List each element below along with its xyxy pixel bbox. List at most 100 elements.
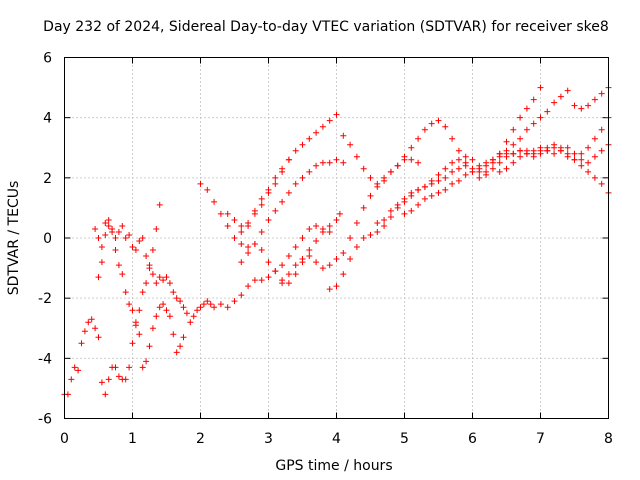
data-point (109, 225, 116, 232)
data-point (449, 159, 456, 166)
data-point (564, 144, 571, 151)
data-point (163, 307, 170, 314)
data-point (319, 228, 326, 235)
data-point (81, 328, 88, 335)
data-point (95, 274, 102, 281)
data-point (149, 271, 156, 278)
data-point (333, 256, 340, 263)
grid (64, 57, 609, 419)
data-point (544, 147, 551, 154)
data-point (428, 192, 435, 199)
data-point (285, 253, 292, 260)
data-point (483, 159, 490, 166)
x-tick-label: 5 (400, 431, 409, 447)
data-point (510, 159, 517, 166)
data-point (163, 274, 170, 281)
x-axis-label: GPS time / hours (275, 458, 392, 474)
data-point (353, 153, 360, 160)
data-point (537, 114, 544, 121)
data-point (143, 253, 150, 260)
data-point (177, 298, 184, 305)
data-point (153, 313, 160, 320)
data-point (306, 225, 313, 232)
data-point (578, 156, 585, 163)
data-point (71, 364, 78, 371)
data-point (85, 319, 92, 326)
data-point (523, 150, 530, 157)
data-point (224, 304, 231, 311)
data-series-12 (496, 141, 612, 175)
data-point (156, 201, 163, 208)
data-point (336, 210, 343, 217)
data-point (146, 343, 153, 350)
data-point (415, 135, 422, 142)
data-point (251, 210, 258, 217)
data-point (292, 180, 299, 187)
data-point (530, 96, 537, 103)
y-tick-labels: -6 -4 -2 0 2 4 6 (38, 51, 52, 428)
data-series-11 (401, 141, 612, 217)
data-point (245, 222, 252, 229)
x-tick-label: 6 (468, 431, 477, 447)
data-point (469, 168, 476, 175)
data-point (231, 298, 238, 305)
data-point (258, 201, 265, 208)
data-series-6 (238, 156, 292, 235)
data-point (238, 292, 245, 299)
data-point (166, 280, 173, 287)
data-point (68, 376, 75, 383)
data-point (347, 235, 354, 241)
data-point (245, 283, 252, 290)
y-tick-label: 2 (43, 171, 52, 187)
data-point (598, 126, 605, 133)
data-point (224, 222, 231, 229)
data-point (585, 144, 592, 151)
data-point (360, 204, 367, 211)
data-point (166, 313, 173, 320)
data-point (112, 235, 119, 241)
data-point (299, 256, 306, 263)
data-point (126, 231, 133, 238)
data-point (340, 250, 347, 257)
data-point (571, 102, 578, 109)
data-point (455, 156, 462, 163)
data-point (313, 162, 320, 169)
data-point (64, 391, 71, 398)
data-point (217, 301, 224, 308)
y-axis-label: SDTVAR / TECUs (6, 181, 22, 296)
data-point (238, 259, 245, 266)
plot-frame (64, 57, 609, 419)
data-point (143, 280, 150, 287)
data-point (544, 108, 551, 115)
data-point (92, 225, 99, 232)
data-point (194, 307, 201, 314)
data-point (503, 165, 510, 172)
data-point (102, 219, 109, 226)
data-point (415, 159, 422, 166)
data-point (394, 162, 401, 169)
x-tick-label: 3 (264, 431, 273, 447)
data-point (408, 144, 415, 151)
data-point (272, 268, 279, 275)
data-series-10 (374, 114, 612, 226)
data-point (285, 271, 292, 278)
data-point (231, 235, 238, 241)
data-point (387, 213, 394, 220)
data-point (476, 174, 483, 181)
x-tick-label: 4 (332, 431, 341, 447)
data-point (319, 265, 326, 272)
data-point (102, 391, 109, 398)
x-tick-labels: 0 1 2 3 4 5 6 7 8 (60, 431, 613, 447)
data-point (408, 156, 415, 163)
data-point (251, 241, 258, 248)
data-point (258, 228, 265, 235)
data-point (197, 304, 204, 311)
data-point (115, 373, 122, 380)
data-point (591, 153, 598, 160)
data-point (333, 111, 340, 118)
data-point (564, 150, 571, 157)
data-point (598, 147, 605, 154)
data-point (367, 231, 374, 238)
data-point (299, 235, 306, 241)
